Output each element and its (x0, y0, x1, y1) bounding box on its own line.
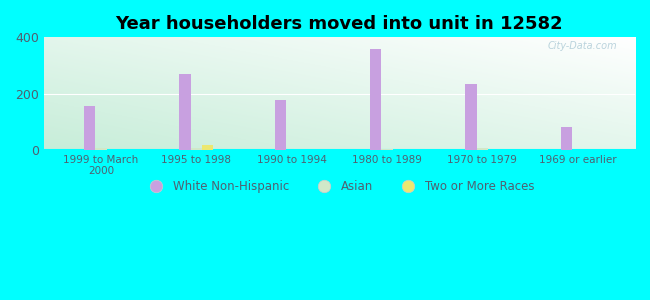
Bar (465, 84, 476, 150)
Bar (560, 128, 572, 150)
Text: City-Data.com: City-Data.com (548, 41, 617, 51)
Bar (202, 145, 213, 150)
Bar (476, 148, 488, 150)
Bar (370, 49, 382, 150)
Bar (190, 148, 202, 150)
Title: Year householders moved into unit in 12582: Year householders moved into unit in 125… (116, 15, 563, 33)
Bar (382, 148, 393, 150)
Bar (96, 148, 107, 150)
Bar (84, 106, 96, 150)
Legend: White Non-Hispanic, Asian, Two or More Races: White Non-Hispanic, Asian, Two or More R… (140, 176, 540, 198)
Bar (179, 74, 190, 150)
Bar (274, 100, 286, 150)
